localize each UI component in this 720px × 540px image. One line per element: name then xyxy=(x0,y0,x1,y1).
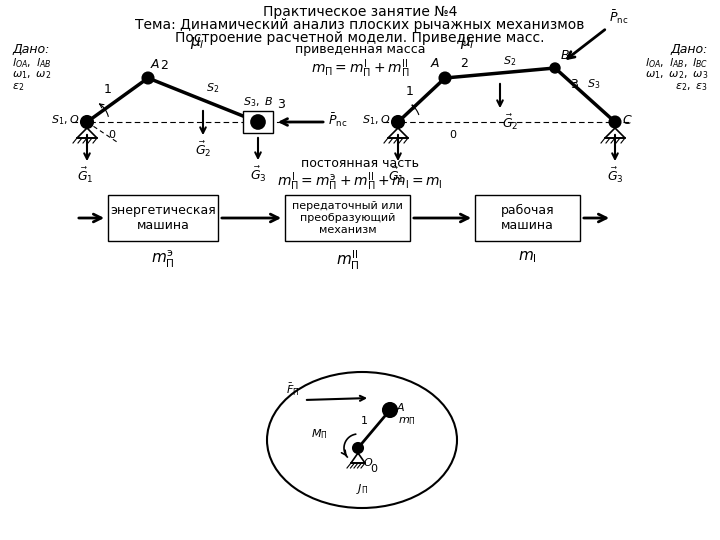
Text: $l_{OA},\ l_{AB}$: $l_{OA},\ l_{AB}$ xyxy=(12,56,51,70)
Text: $O$: $O$ xyxy=(363,456,373,468)
Text: $M_{\Pi}$: $M_{\Pi}$ xyxy=(312,427,328,441)
Text: энергетическая
машина: энергетическая машина xyxy=(110,204,216,232)
Circle shape xyxy=(439,72,451,84)
Text: $\mu_l$: $\mu_l$ xyxy=(189,35,204,51)
Text: $\vec{G}_1$: $\vec{G}_1$ xyxy=(77,166,94,185)
Bar xyxy=(475,195,580,241)
Text: $m_{\Pi} = m_{\Pi}^{\rm I} + m_{\Pi}^{\rm II}$: $m_{\Pi} = m_{\Pi}^{\rm I} + m_{\Pi}^{\r… xyxy=(311,57,409,79)
Text: 3: 3 xyxy=(570,78,578,91)
Text: 3: 3 xyxy=(277,98,285,111)
Text: $\mu_l$: $\mu_l$ xyxy=(459,35,474,51)
Text: $m_{\Pi}^{\rm э}$: $m_{\Pi}^{\rm э}$ xyxy=(151,249,175,270)
Text: $\vec{G}_3$: $\vec{G}_3$ xyxy=(607,166,624,185)
Text: приведенная масса: приведенная масса xyxy=(294,43,426,56)
Text: $\varepsilon_2$: $\varepsilon_2$ xyxy=(12,81,24,93)
Text: рабочая
машина: рабочая машина xyxy=(500,204,554,232)
Text: $C$: $C$ xyxy=(622,113,633,126)
Ellipse shape xyxy=(267,372,457,508)
Text: $\bar{P}_{\rm nc}$: $\bar{P}_{\rm nc}$ xyxy=(328,111,348,129)
Text: 0: 0 xyxy=(449,130,456,140)
Bar xyxy=(108,195,218,241)
Text: $B$: $B$ xyxy=(560,49,570,62)
Text: Практическое занятие №4: Практическое занятие №4 xyxy=(263,5,457,19)
Circle shape xyxy=(392,116,404,128)
Text: Построение расчетной модели. Приведение масс.: Построение расчетной модели. Приведение … xyxy=(175,31,545,45)
Text: $\varepsilon_2,\ \varepsilon_3$: $\varepsilon_2,\ \varepsilon_3$ xyxy=(675,81,708,93)
Text: 0: 0 xyxy=(370,464,377,474)
Text: 1: 1 xyxy=(405,85,413,98)
Text: Дано:: Дано: xyxy=(12,43,50,56)
Text: Тема: Динамический анализ плоских рычажных механизмов: Тема: Динамический анализ плоских рычажн… xyxy=(135,18,585,32)
Circle shape xyxy=(253,117,263,127)
Text: $m_{\Pi}^{\rm I} = m_{\Pi}^{\rm э} + m_{\Pi}^{\rm II} + m_{\rm l} = m_{\rm l}$: $m_{\Pi}^{\rm I} = m_{\Pi}^{\rm э} + m_{… xyxy=(277,170,443,193)
Text: 2: 2 xyxy=(460,57,468,70)
Text: $S_2$: $S_2$ xyxy=(206,81,219,95)
Text: 1: 1 xyxy=(361,416,367,426)
Circle shape xyxy=(610,117,621,127)
Text: $S_2$: $S_2$ xyxy=(503,54,516,68)
Text: $\vec{G}_2$: $\vec{G}_2$ xyxy=(195,140,211,159)
Text: $\omega_1,\ \omega_2,\ \omega_3$: $\omega_1,\ \omega_2,\ \omega_3$ xyxy=(644,69,708,81)
Text: $A$: $A$ xyxy=(430,57,440,70)
Text: $S_1, O$: $S_1, O$ xyxy=(50,113,79,127)
Text: $m_{\rm l}$: $m_{\rm l}$ xyxy=(518,249,537,265)
Text: $A$: $A$ xyxy=(150,58,161,71)
Text: 2: 2 xyxy=(160,59,168,72)
Circle shape xyxy=(550,63,560,73)
Text: $\vec{G}_3$: $\vec{G}_3$ xyxy=(250,165,266,184)
Bar xyxy=(243,111,273,133)
Circle shape xyxy=(353,443,363,453)
Text: передаточный или
преобразующий
механизм: передаточный или преобразующий механизм xyxy=(292,201,403,234)
Text: $\vec{G}_1$: $\vec{G}_1$ xyxy=(388,166,404,185)
Text: $\bar{P}_{\rm nc}$: $\bar{P}_{\rm nc}$ xyxy=(609,9,629,26)
Text: $m_{\Pi}^{\rm II}$: $m_{\Pi}^{\rm II}$ xyxy=(336,249,359,272)
Circle shape xyxy=(143,72,153,84)
Text: $J_{\Pi}$: $J_{\Pi}$ xyxy=(356,482,368,496)
Text: Дано:: Дано: xyxy=(670,43,708,56)
Text: $m_{\Pi}$: $m_{\Pi}$ xyxy=(398,415,416,427)
Text: $S_3$: $S_3$ xyxy=(587,77,600,91)
Text: $S_3,\ B$: $S_3,\ B$ xyxy=(243,95,274,109)
Circle shape xyxy=(251,115,265,129)
Text: $\omega_1,\ \omega_2$: $\omega_1,\ \omega_2$ xyxy=(12,69,51,81)
Text: 0: 0 xyxy=(109,130,115,140)
Text: $A$: $A$ xyxy=(396,401,405,413)
Text: $\bar{F}_{\rm П}$: $\bar{F}_{\rm П}$ xyxy=(287,382,300,398)
Text: постоянная часть: постоянная часть xyxy=(301,157,419,170)
Text: $S_1, O$: $S_1, O$ xyxy=(361,113,390,127)
Circle shape xyxy=(81,116,93,128)
Text: $\vec{G}_2$: $\vec{G}_2$ xyxy=(502,113,518,132)
Bar xyxy=(285,195,410,241)
Text: 1: 1 xyxy=(104,83,112,96)
Circle shape xyxy=(383,403,397,417)
Text: $l_{OA},\ l_{AB},\ l_{BC}$: $l_{OA},\ l_{AB},\ l_{BC}$ xyxy=(644,56,708,70)
